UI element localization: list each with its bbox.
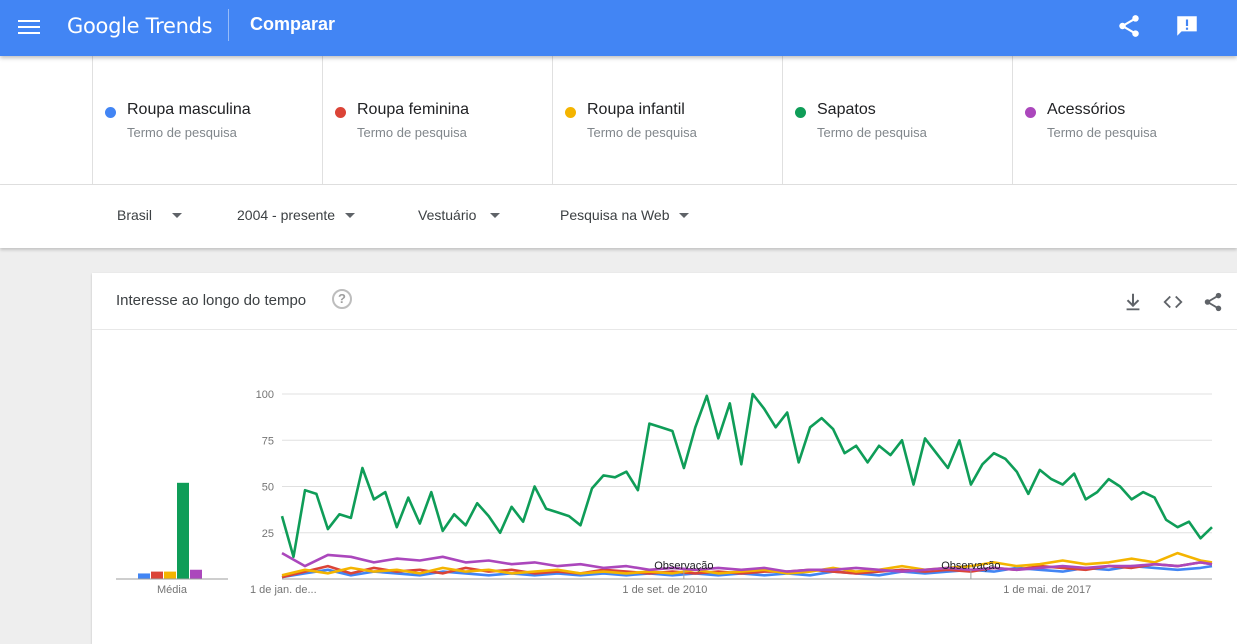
header-divider — [228, 9, 229, 41]
region-value: Brasil — [117, 207, 153, 223]
y-tick-label: 25 — [262, 528, 274, 540]
term-color-dot — [1025, 107, 1036, 118]
top-app-bar: Google Trends Comparar — [0, 0, 1237, 56]
interest-chart: 100 75 50 25 1 de jan. de... 1 de set. de 201… — [116, 389, 1213, 596]
logo-google-text: Google — [67, 14, 140, 38]
annotation-label[interactable]: Observação — [654, 560, 713, 572]
term-color-dot — [335, 107, 346, 118]
term-type: Termo de pesquisa — [817, 125, 927, 140]
x-tick-label: 1 de jan. de... — [250, 584, 317, 596]
search-type-value: Pesquisa na Web — [560, 207, 670, 223]
interest-over-time-card: Interesse ao longo do tempo ? 100 75 50 25 1… — [92, 273, 1237, 644]
term-type: Termo de pesquisa — [587, 125, 697, 140]
chevron-down-icon — [345, 212, 356, 218]
menu-icon[interactable] — [18, 16, 40, 38]
series-line — [281, 551, 1213, 573]
filters-bar: Brasil 2004 - presente Vestuário Pesquis… — [0, 185, 1237, 248]
annotation-label[interactable]: Observação — [941, 560, 1000, 572]
term-type: Termo de pesquisa — [357, 125, 467, 140]
google-trends-logo[interactable]: Google Trends — [67, 10, 213, 42]
x-tick-label: 1 de set. de 2010 — [622, 584, 707, 596]
series-line — [281, 561, 1213, 579]
embed-code-icon[interactable] — [1162, 291, 1184, 313]
share-icon[interactable] — [1202, 291, 1224, 313]
period-value: 2004 - presente — [237, 207, 336, 223]
term-name: Roupa masculina — [127, 101, 251, 118]
series-line — [280, 392, 1213, 559]
region-dropdown[interactable]: Brasil — [117, 207, 183, 223]
chevron-down-icon — [679, 212, 690, 218]
average-bar — [138, 573, 150, 579]
category-dropdown[interactable]: Vestuário — [418, 207, 501, 223]
term-name: Roupa feminina — [357, 101, 470, 118]
average-bar — [151, 571, 163, 579]
share-icon[interactable] — [1116, 13, 1142, 39]
page-title: Comparar — [250, 14, 336, 34]
chevron-down-icon — [172, 212, 183, 218]
term-name: Roupa infantil — [587, 101, 685, 118]
average-bar — [164, 571, 176, 579]
y-tick-label: 50 — [262, 482, 274, 494]
help-icon[interactable]: ? — [332, 289, 352, 309]
term-name: Sapatos — [817, 101, 876, 118]
term-card-roupa-masculina[interactable]: Roupa masculina Termo de pesquisa — [92, 56, 322, 184]
y-tick-label: 75 — [262, 435, 274, 447]
term-color-dot — [565, 107, 576, 118]
term-color-dot — [795, 107, 806, 118]
chevron-down-icon — [490, 212, 501, 218]
term-card-sapatos[interactable]: Sapatos Termo de pesquisa — [782, 56, 1012, 184]
x-tick-label: 1 de mai. de 2017 — [1003, 584, 1091, 596]
term-card-acessorios[interactable]: Acessórios Termo de pesquisa — [1012, 56, 1237, 184]
term-card-roupa-infantil[interactable]: Roupa infantil Termo de pesquisa — [552, 56, 782, 184]
term-card-roupa-feminina[interactable]: Roupa feminina Termo de pesquisa — [322, 56, 552, 184]
feedback-icon[interactable] — [1174, 13, 1200, 39]
period-dropdown[interactable]: 2004 - presente — [237, 207, 356, 223]
search-type-dropdown[interactable]: Pesquisa na Web — [560, 207, 690, 223]
card-header: Interesse ao longo do tempo ? — [92, 273, 1237, 330]
compare-terms-bar: Roupa masculina Termo de pesquisa Roupa … — [0, 56, 1237, 185]
y-tick-label: 100 — [256, 389, 274, 401]
term-type: Termo de pesquisa — [127, 125, 237, 140]
card-title: Interesse ao longo do tempo — [116, 292, 307, 309]
logo-trends-text: Trends — [145, 14, 213, 38]
category-value: Vestuário — [418, 207, 477, 223]
average-bar — [177, 482, 189, 579]
term-type: Termo de pesquisa — [1047, 125, 1157, 140]
average-bar — [190, 569, 202, 579]
series-line — [281, 551, 1213, 577]
download-icon[interactable] — [1122, 291, 1144, 313]
term-color-dot — [105, 107, 116, 118]
average-label: Média — [157, 584, 188, 596]
term-name: Acessórios — [1047, 101, 1126, 118]
